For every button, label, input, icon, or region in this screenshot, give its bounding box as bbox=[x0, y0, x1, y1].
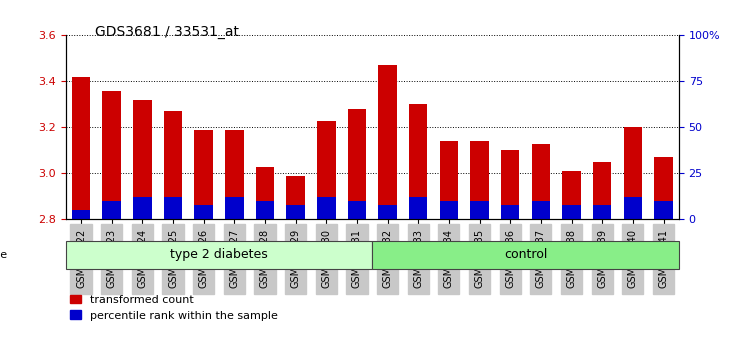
Bar bbox=[347, 201, 366, 219]
Bar bbox=[286, 176, 305, 219]
Bar bbox=[378, 205, 397, 219]
Bar bbox=[501, 150, 520, 219]
Bar bbox=[593, 162, 612, 219]
Bar bbox=[66, 241, 372, 269]
Bar bbox=[531, 144, 550, 219]
Bar bbox=[225, 198, 244, 219]
Bar bbox=[470, 201, 489, 219]
Bar bbox=[378, 65, 397, 219]
Bar bbox=[164, 198, 182, 219]
Bar bbox=[593, 205, 612, 219]
Bar bbox=[194, 205, 213, 219]
Bar bbox=[72, 210, 91, 219]
Bar bbox=[164, 111, 182, 219]
Bar bbox=[439, 141, 458, 219]
Bar bbox=[623, 127, 642, 219]
Bar bbox=[72, 77, 91, 219]
Bar bbox=[102, 201, 121, 219]
Bar bbox=[133, 100, 152, 219]
Bar bbox=[562, 205, 581, 219]
Legend: transformed count, percentile rank within the sample: transformed count, percentile rank withi… bbox=[66, 290, 283, 325]
Bar bbox=[531, 201, 550, 219]
Bar bbox=[654, 201, 673, 219]
Bar bbox=[255, 167, 274, 219]
Bar bbox=[102, 91, 121, 219]
Bar bbox=[133, 198, 152, 219]
Bar bbox=[623, 198, 642, 219]
Bar bbox=[194, 130, 213, 219]
Bar bbox=[255, 201, 274, 219]
Bar bbox=[470, 141, 489, 219]
Bar bbox=[317, 120, 336, 219]
Bar bbox=[286, 205, 305, 219]
Bar bbox=[409, 198, 428, 219]
Text: control: control bbox=[504, 249, 548, 261]
Bar bbox=[501, 205, 520, 219]
Bar bbox=[347, 109, 366, 219]
Text: GDS3681 / 33531_at: GDS3681 / 33531_at bbox=[95, 25, 239, 39]
Bar bbox=[409, 104, 428, 219]
Text: disease state: disease state bbox=[0, 250, 7, 260]
Bar bbox=[317, 198, 336, 219]
Bar bbox=[439, 201, 458, 219]
Bar bbox=[372, 241, 679, 269]
Text: type 2 diabetes: type 2 diabetes bbox=[170, 249, 268, 261]
Bar bbox=[562, 171, 581, 219]
Bar bbox=[225, 130, 244, 219]
Bar bbox=[654, 158, 673, 219]
